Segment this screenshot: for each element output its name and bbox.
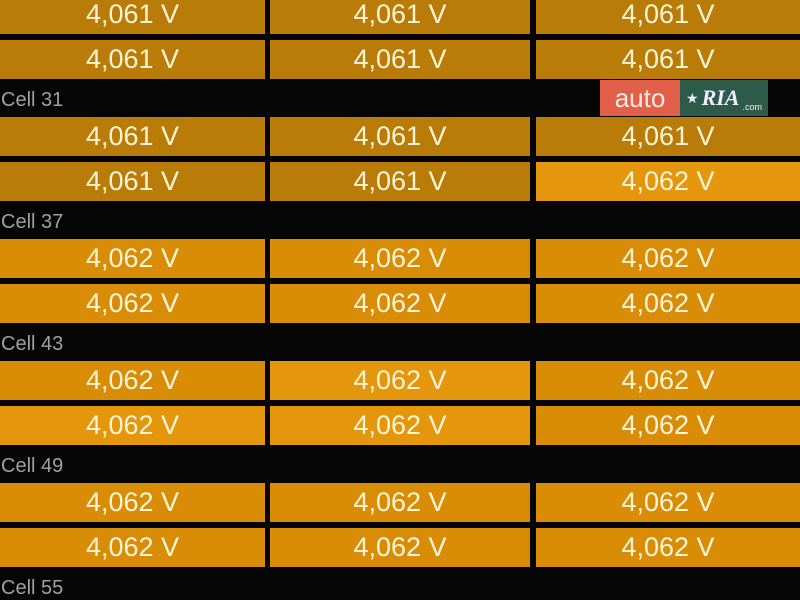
autoria-watermark-logo: auto ★ RIA .com xyxy=(600,80,768,116)
watermark-com-text: .com xyxy=(742,102,762,112)
watermark-auto: auto xyxy=(600,80,680,116)
cell-group-label: Cell 49 xyxy=(1,455,64,477)
cell-voltage-value: 4,062 V xyxy=(536,406,800,445)
cell-group-label: Cell 37 xyxy=(1,211,64,233)
cell-voltage-value: 4,061 V xyxy=(0,40,265,79)
cell-voltage-value: 4,062 V xyxy=(0,284,265,323)
cell-voltage-value: 4,062 V xyxy=(0,528,265,567)
cell-voltage-value: 4,061 V xyxy=(536,40,800,79)
cell-voltage-value: 4,062 V xyxy=(270,483,530,522)
cell-voltage-value: 4,061 V xyxy=(270,162,530,201)
cell-voltage-value: 4,061 V xyxy=(536,0,800,34)
cell-voltage-value: 4,062 V xyxy=(536,528,800,567)
cell-voltage-value: 4,062 V xyxy=(270,528,530,567)
cell-voltage-value: 4,062 V xyxy=(270,361,530,400)
cell-voltage-value: 4,062 V xyxy=(536,239,800,278)
cell-voltage-value: 4,062 V xyxy=(270,239,530,278)
cell-voltage-value: 4,061 V xyxy=(270,40,530,79)
cell-voltage-value: 4,061 V xyxy=(0,117,265,156)
cell-group-label: Cell 31 xyxy=(1,89,64,111)
cell-voltage-value: 4,062 V xyxy=(0,483,265,522)
cell-voltage-value: 4,062 V xyxy=(0,406,265,445)
cell-voltage-value: 4,062 V xyxy=(536,483,800,522)
cell-voltage-value: 4,062 V xyxy=(536,361,800,400)
cell-group-label: Cell 43 xyxy=(1,333,64,355)
watermark-ria-text: RIA xyxy=(701,85,740,110)
cell-voltage-value: 4,062 V xyxy=(536,284,800,323)
cell-voltage-value: 4,062 V xyxy=(0,239,265,278)
cell-group-label: Cell 55 xyxy=(1,577,64,599)
cell-voltage-value: 4,062 V xyxy=(270,284,530,323)
cell-voltage-value: 4,062 V xyxy=(536,162,800,201)
cell-voltage-value: 4,061 V xyxy=(270,117,530,156)
watermark-ria: ★ RIA .com xyxy=(680,80,768,116)
cell-voltage-value: 4,062 V xyxy=(0,361,265,400)
cell-voltage-value: 4,062 V xyxy=(270,406,530,445)
star-icon: ★ xyxy=(686,89,699,106)
cell-voltage-value: 4,061 V xyxy=(536,117,800,156)
cell-voltage-value: 4,061 V xyxy=(0,0,265,34)
cell-voltage-value: 4,061 V xyxy=(0,162,265,201)
cell-voltage-value: 4,061 V xyxy=(270,0,530,34)
